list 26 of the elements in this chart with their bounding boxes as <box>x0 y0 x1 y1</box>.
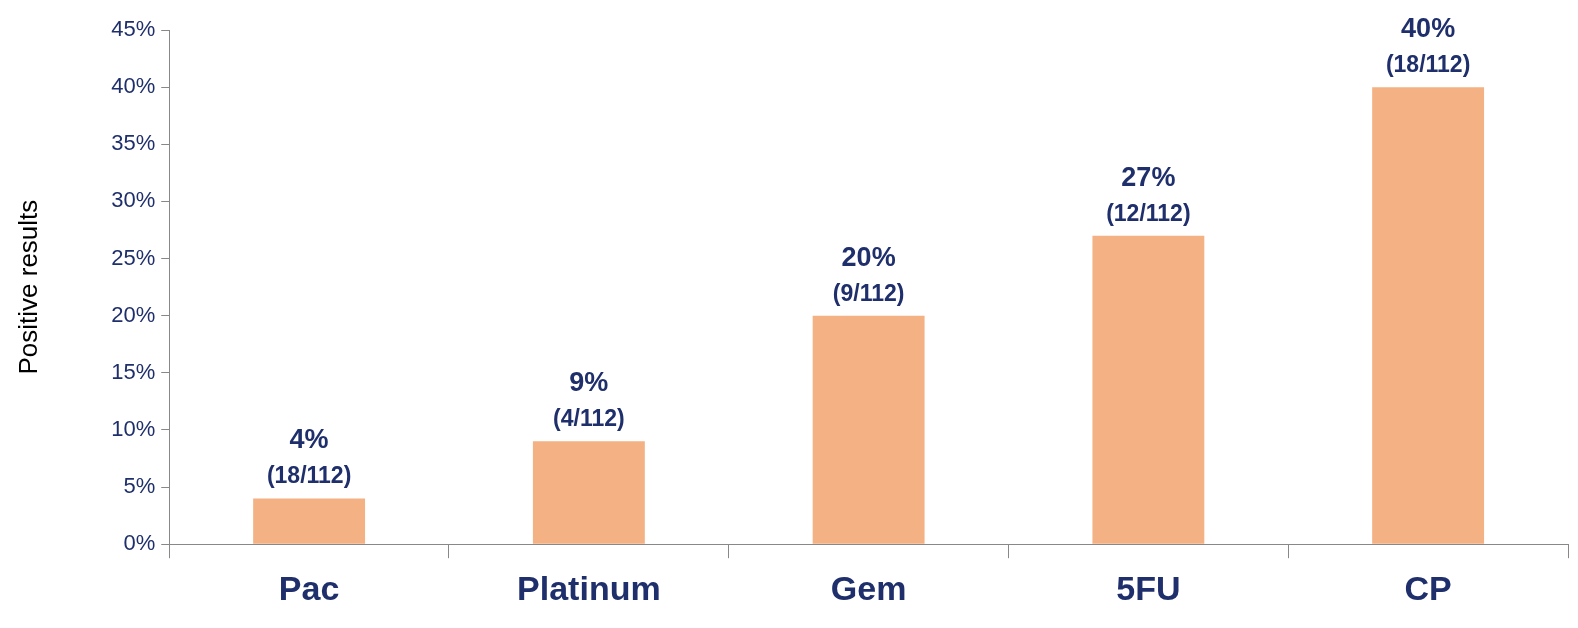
y-tick-label: 40% <box>111 73 156 99</box>
x-tick-label: Platinum <box>517 568 661 607</box>
bar <box>532 441 645 544</box>
y-tick-label: 20% <box>111 301 156 327</box>
data-label: 9% (4/112) <box>553 367 625 432</box>
data-label: 40% (18/112) <box>1385 13 1471 77</box>
x-tick-label: 5FU <box>1116 568 1181 607</box>
bar <box>253 498 366 544</box>
data-label: 27% (12/112) <box>1106 161 1191 226</box>
y-tick-label: 5% <box>123 473 156 499</box>
y-tick-label: 0% <box>123 530 156 556</box>
y-tick-label: 10% <box>111 416 156 441</box>
y-tick-label: 30% <box>111 187 156 213</box>
data-label: 20% (9/112) <box>832 241 905 306</box>
bar <box>1372 87 1485 544</box>
bar <box>1092 235 1205 544</box>
data-label: 4% (18/112) <box>266 424 352 489</box>
y-axis-title: Positive results <box>12 199 43 375</box>
y-tick-label: 25% <box>111 244 156 270</box>
x-tick-label: Gem <box>830 568 907 607</box>
y-tick-label: 35% <box>111 130 156 156</box>
y-tick-label: 45% <box>111 16 156 42</box>
bar <box>812 315 925 544</box>
x-tick-label: Pac <box>278 568 340 607</box>
x-tick-label: CP <box>1404 568 1452 607</box>
y-tick-label: 15% <box>111 358 156 384</box>
